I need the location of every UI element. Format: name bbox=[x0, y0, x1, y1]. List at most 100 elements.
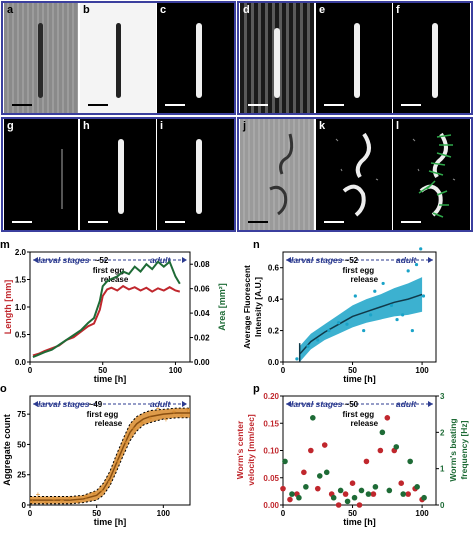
y-axis-title-line1: Average Fluorescent bbox=[242, 265, 252, 349]
scale-bar bbox=[324, 104, 344, 106]
panel-label: d bbox=[243, 4, 250, 16]
scale-bar bbox=[165, 221, 185, 223]
y-tick-label: 0.2 bbox=[268, 327, 280, 336]
y-tick-label: 75 bbox=[17, 410, 26, 419]
data-point bbox=[410, 328, 414, 333]
y-tick-label: 0.05 bbox=[263, 474, 279, 483]
panel-label: c bbox=[160, 4, 167, 16]
x-tick-label: 100 bbox=[415, 509, 429, 518]
y-tick-label: 0.0 bbox=[268, 358, 280, 367]
frequency-point bbox=[379, 429, 386, 436]
y-tick-label: 0 bbox=[440, 501, 445, 510]
velocity-point bbox=[314, 485, 321, 492]
scale-bar bbox=[165, 104, 185, 106]
data-point: + bbox=[116, 457, 121, 466]
panel-label: h bbox=[83, 120, 90, 132]
panel-label: l bbox=[396, 120, 400, 132]
velocity-point bbox=[287, 496, 293, 503]
data-point bbox=[353, 294, 357, 298]
frequency-point bbox=[393, 444, 400, 450]
y-tick-label: 1.5 bbox=[15, 276, 27, 285]
image-panel-d: d bbox=[240, 3, 314, 113]
y-tick-label: 0.04 bbox=[194, 309, 210, 318]
y-tick-label: 0.10 bbox=[263, 447, 279, 456]
tilde-label: ~49 bbox=[89, 400, 103, 409]
data-point bbox=[381, 281, 385, 286]
scale-bar bbox=[12, 104, 32, 106]
frequency-point bbox=[330, 494, 337, 501]
data-point bbox=[316, 338, 320, 342]
x-tick-label: 100 bbox=[169, 366, 183, 375]
frequency-point bbox=[351, 494, 358, 501]
panel-label: p bbox=[253, 383, 260, 395]
y-axis-title-left-line1: Worm's center bbox=[235, 420, 245, 479]
tilde-label: ~52 bbox=[95, 256, 109, 265]
arrow-head-right bbox=[182, 401, 187, 407]
velocity-point bbox=[356, 502, 363, 508]
velocity-point bbox=[342, 491, 349, 497]
x-axis-title: time [h] bbox=[94, 374, 127, 384]
image-panel-k: k bbox=[316, 119, 392, 230]
panel-label: f bbox=[396, 4, 400, 16]
data-point: + bbox=[124, 438, 129, 447]
frequency-point bbox=[337, 487, 344, 494]
image-panel-g: g bbox=[4, 119, 78, 230]
image-panel-i: i bbox=[157, 119, 234, 230]
tilde-label: ~52 bbox=[345, 256, 359, 265]
y-tick-label: 0.00 bbox=[263, 501, 279, 510]
y-tick-label: 1.0 bbox=[15, 303, 27, 312]
velocity-point bbox=[280, 485, 286, 492]
y-tick-label: 0.06 bbox=[194, 285, 210, 294]
y-tick-label: 1 bbox=[440, 465, 445, 474]
data-point: + bbox=[76, 497, 81, 506]
frequency-point bbox=[407, 458, 413, 465]
frequency-point bbox=[289, 491, 295, 497]
egg-label-1: first egg bbox=[93, 266, 125, 275]
frequency-point bbox=[358, 487, 365, 494]
image-group-mid-right bbox=[237, 117, 473, 232]
x-tick-label: 0 bbox=[281, 509, 286, 518]
velocity-point bbox=[321, 442, 328, 448]
frequency-point bbox=[386, 487, 393, 494]
y-tick-label: 2 bbox=[440, 428, 445, 437]
x-tick-label: 50 bbox=[348, 509, 357, 518]
x-tick-label: 100 bbox=[157, 509, 171, 518]
egg-label-1: first egg bbox=[343, 410, 375, 419]
frequency-point bbox=[400, 491, 407, 497]
image-group-top-left bbox=[1, 1, 236, 115]
data-point bbox=[306, 344, 310, 348]
velocity-point bbox=[370, 491, 377, 497]
data-point bbox=[406, 269, 410, 273]
frequency-point bbox=[323, 469, 330, 476]
x-tick-label: 0 bbox=[28, 509, 33, 518]
frequency-point bbox=[365, 491, 372, 497]
scale-bar bbox=[324, 221, 344, 223]
egg-label-2: release bbox=[101, 275, 129, 284]
y-tick-label: 2.0 bbox=[15, 248, 27, 257]
larval-stages-label: larval stages bbox=[291, 255, 343, 265]
egg-label-2: release bbox=[351, 275, 379, 284]
data-point bbox=[369, 313, 373, 317]
adult-label: adult bbox=[150, 399, 171, 409]
x-tick-label: 0 bbox=[281, 366, 286, 375]
panel-label: a bbox=[7, 4, 14, 16]
y-axis-title-right-line1: Worm's beating bbox=[448, 418, 458, 481]
egg-label-1: first egg bbox=[87, 410, 119, 419]
data-point: + bbox=[44, 499, 49, 508]
data-point bbox=[327, 328, 331, 333]
data-point: + bbox=[185, 405, 190, 414]
image-panel-a: a bbox=[4, 3, 78, 113]
data-point: + bbox=[172, 408, 177, 417]
data-point bbox=[421, 294, 426, 298]
panel-label: k bbox=[319, 120, 326, 132]
velocity-point bbox=[363, 458, 370, 465]
panel-label: o bbox=[0, 383, 7, 395]
egg-label-2: release bbox=[95, 419, 123, 428]
x-tick-label: 50 bbox=[348, 366, 357, 375]
y-tick-label: 25 bbox=[17, 471, 26, 480]
y-tick-label: 3 bbox=[440, 392, 445, 401]
data-point bbox=[295, 357, 299, 361]
y-axis-title: Aggregate count bbox=[2, 414, 12, 486]
arrow-head-left bbox=[286, 401, 291, 407]
data-point bbox=[362, 328, 366, 333]
